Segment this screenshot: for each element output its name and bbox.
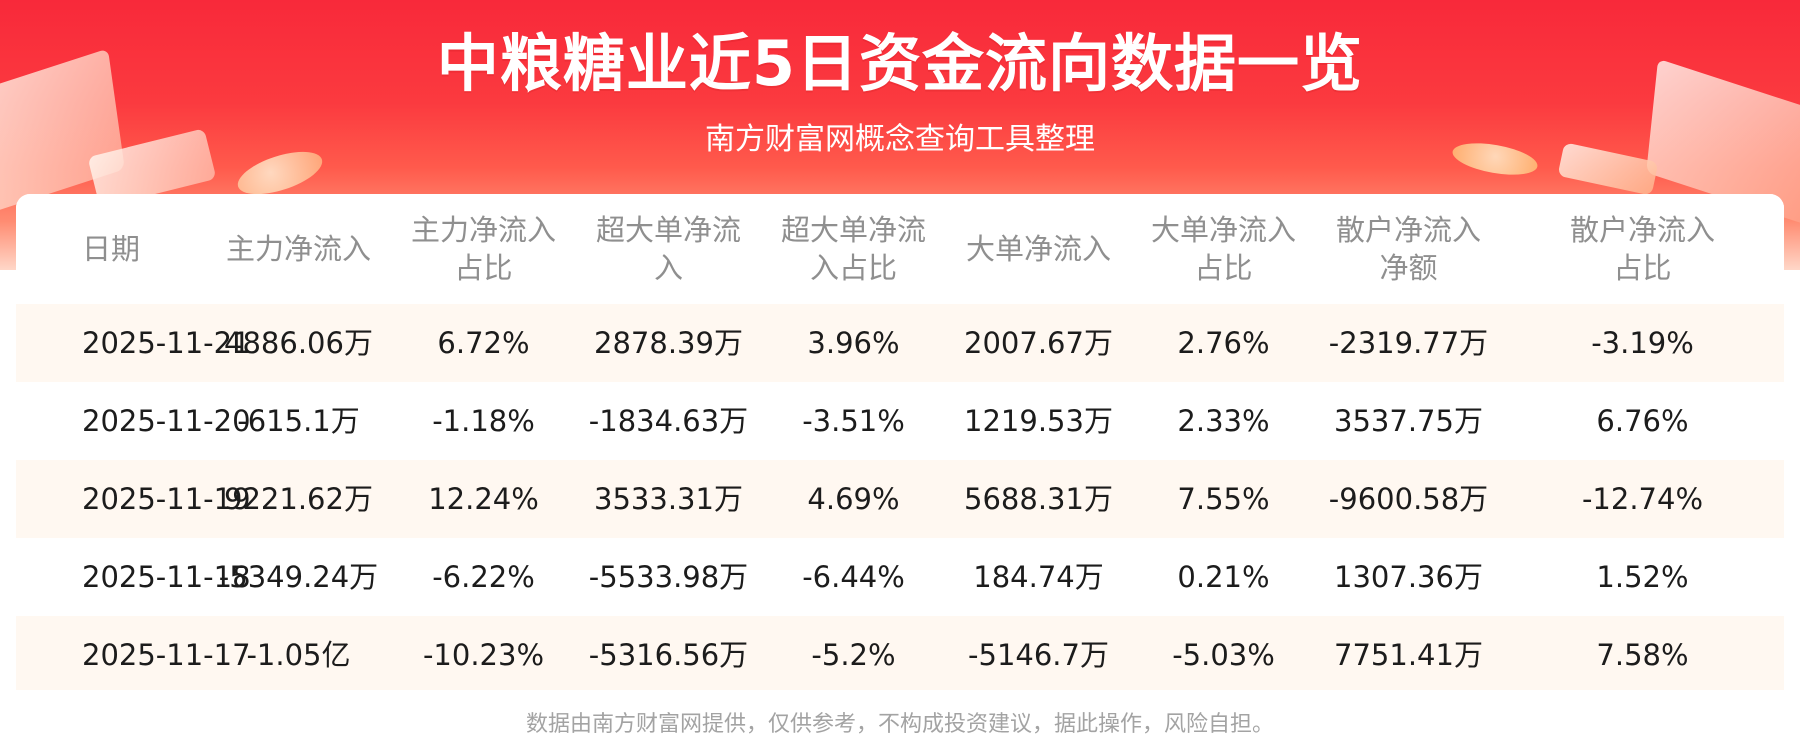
main-net-inflow-ratio-cell: -6.22% — [432, 560, 535, 594]
main-net-inflow-cell: -5349.24万 — [218, 560, 379, 594]
super-large-net-inflow-ratio-cell: -3.51% — [802, 404, 905, 438]
large-net-inflow-ratio-cell: 2.33% — [1177, 404, 1270, 438]
date-cell: 2025-11-18 — [82, 560, 251, 594]
large-net-inflow-ratio-cell: -5.03% — [1172, 638, 1275, 672]
large-net-inflow-cell: 184.74万 — [973, 560, 1104, 594]
retail-net-inflow-amount-cell: -9600.58万 — [1328, 482, 1489, 516]
large-net-inflow-cell: 5688.31万 — [964, 482, 1113, 516]
main-net-inflow-ratio-cell: -10.23% — [422, 638, 545, 672]
retail-net-inflow-ratio-cell: -3.19% — [1591, 326, 1694, 360]
column-header-main-net-inflow: 主力净流入 — [225, 232, 371, 266]
retail-net-inflow-amount-cell: 7751.41万 — [1334, 638, 1483, 672]
column-header-super-large-net-inflow: 超大单净流 入 — [595, 213, 741, 285]
column-header-super-large-net-inflow-ratio: 超大单净流 入占比 — [780, 213, 926, 285]
super-large-net-inflow-ratio-cell: -6.44% — [802, 560, 905, 594]
large-net-inflow-cell: 2007.67万 — [964, 326, 1113, 360]
main-net-inflow-ratio-cell: 12.24% — [428, 482, 539, 516]
fund-flow-table: 南方财富网 Southmoney.com 日期 主力净流入 主力净流入 占比 超… — [16, 194, 1784, 690]
super-large-net-inflow-ratio-cell: 3.96% — [807, 326, 900, 360]
column-header-large-net-inflow-ratio: 大单净流入 占比 — [1150, 213, 1296, 285]
retail-net-inflow-ratio-cell: 1.52% — [1596, 560, 1689, 594]
disclaimer: 数据由南方财富网提供，仅供参考，不构成投资建议，据此操作，风险自担。 — [525, 712, 1274, 737]
super-large-net-inflow-cell: -5533.98万 — [588, 560, 749, 594]
date-cell: 2025-11-20 — [82, 404, 251, 438]
table-header-row: 日期 主力净流入 主力净流入 占比 超大单净流 入 超大单净流 入占比 大单净流… — [16, 194, 1784, 304]
large-net-inflow-cell: 1219.53万 — [964, 404, 1113, 438]
column-header-main-net-inflow-ratio: 主力净流入 占比 — [410, 213, 556, 285]
table-row: 2025-11-20 -615.1万 -1.18% -1834.63万 -3.5… — [16, 382, 1784, 460]
page-title: 中粮糖业近5日资金流向数据一览 — [436, 27, 1364, 100]
column-header-large-net-inflow: 大单净流入 — [965, 232, 1111, 266]
super-large-net-inflow-cell: -1834.63万 — [588, 404, 749, 438]
retail-net-inflow-amount-cell: 3537.75万 — [1334, 404, 1483, 438]
retail-net-inflow-ratio-cell: 6.76% — [1596, 404, 1689, 438]
retail-net-inflow-ratio-cell: -12.74% — [1581, 482, 1704, 516]
main-net-inflow-ratio-cell: -1.18% — [432, 404, 535, 438]
date-cell: 2025-11-21 — [82, 326, 251, 360]
page-subtitle: 南方财富网概念查询工具整理 — [705, 122, 1095, 157]
table-row: 2025-11-17 -1.05亿 -10.23% -5316.56万 -5.2… — [16, 616, 1784, 690]
main-net-inflow-cell: -615.1万 — [237, 404, 360, 438]
retail-net-inflow-amount-cell: -2319.77万 — [1328, 326, 1489, 360]
large-net-inflow-cell: -5146.7万 — [968, 638, 1109, 672]
large-net-inflow-ratio-cell: 2.76% — [1177, 326, 1270, 360]
table-row: 2025-11-21 4886.06万 6.72% 2878.39万 3.96%… — [16, 304, 1784, 382]
main-net-inflow-cell: 9221.62万 — [224, 482, 373, 516]
large-net-inflow-ratio-cell: 7.55% — [1177, 482, 1270, 516]
column-header-retail-net-inflow-ratio: 散户净流入 占比 — [1569, 213, 1715, 285]
date-cell: 2025-11-17 — [82, 638, 251, 672]
main-net-inflow-ratio-cell: 6.72% — [437, 326, 530, 360]
table-row: 2025-11-18 -5349.24万 -6.22% -5533.98万 -6… — [16, 538, 1784, 616]
date-cell: 2025-11-19 — [82, 482, 251, 516]
super-large-net-inflow-cell: 2878.39万 — [594, 326, 743, 360]
main-net-inflow-cell: -1.05亿 — [246, 638, 351, 672]
table-body: 2025-11-21 4886.06万 6.72% 2878.39万 3.96%… — [16, 304, 1784, 690]
retail-net-inflow-ratio-cell: 7.58% — [1596, 638, 1689, 672]
retail-net-inflow-amount-cell: 1307.36万 — [1334, 560, 1483, 594]
column-header-date: 日期 — [81, 232, 140, 266]
main-net-inflow-cell: 4886.06万 — [224, 326, 373, 360]
super-large-net-inflow-cell: 3533.31万 — [594, 482, 743, 516]
column-header-retail-net-inflow-amount: 散户净流入 净额 — [1335, 213, 1481, 285]
table-row: 2025-11-19 9221.62万 12.24% 3533.31万 4.69… — [16, 460, 1784, 538]
super-large-net-inflow-ratio-cell: 4.69% — [807, 482, 900, 516]
super-large-net-inflow-ratio-cell: -5.2% — [811, 638, 896, 672]
super-large-net-inflow-cell: -5316.56万 — [588, 638, 749, 672]
large-net-inflow-ratio-cell: 0.21% — [1177, 560, 1270, 594]
